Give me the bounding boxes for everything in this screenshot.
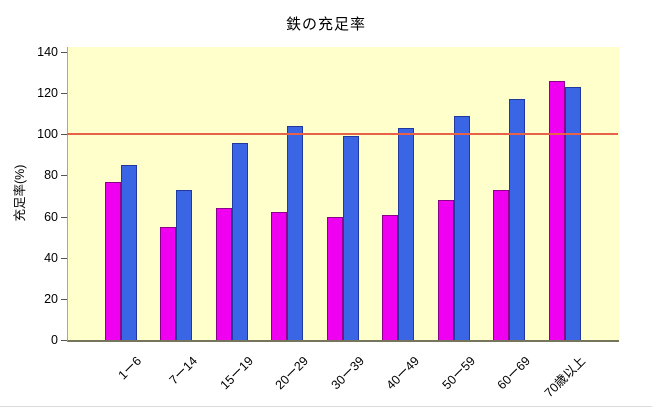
bar-series-2-0 (120, 165, 137, 340)
bar-series-1-6 (437, 200, 454, 340)
y-tick-label-120: 120 (37, 86, 58, 101)
y-tick-label-20: 20 (44, 291, 58, 306)
y-tick-mark-120 (61, 93, 67, 95)
bar-series-1-4 (326, 216, 343, 340)
bar-series-2-4 (342, 136, 359, 340)
y-axis-title: 充足率(%) (13, 164, 27, 222)
x-tick-label-2: 15ー19 (217, 353, 256, 393)
x-tick-label-3: 20ー29 (272, 353, 312, 393)
bar-series-2-8 (564, 86, 581, 340)
bottom-divider (0, 406, 652, 407)
y-tick-mark-100 (61, 134, 67, 136)
x-tick-label-0: 1ー6 (115, 353, 145, 383)
y-tick-label-40: 40 (44, 250, 58, 265)
bar-series-2-5 (398, 128, 415, 340)
bar-series-1-3 (271, 212, 288, 340)
y-tick-label-60: 60 (44, 209, 58, 224)
x-tick-label-4: 30ー39 (328, 353, 367, 393)
bar-series-2-2 (231, 142, 248, 340)
bar-series-2-3 (287, 126, 304, 340)
y-tick-mark-80 (61, 175, 67, 177)
y-tick-mark-140 (61, 52, 67, 53)
y-tick-mark-60 (61, 216, 67, 218)
bar-series-1-2 (215, 208, 232, 340)
y-tick-mark-20 (61, 298, 67, 300)
x-tick-label-1: 7ー14 (166, 353, 201, 388)
bar-series-2-7 (509, 99, 526, 340)
bar-series-1-5 (382, 214, 399, 340)
x-tick-label-7: 60ー69 (494, 353, 534, 393)
bar-series-2-1 (176, 189, 193, 340)
bar-series-1-7 (493, 189, 510, 340)
y-tick-mark-40 (61, 257, 67, 259)
reference-line-100 (67, 133, 618, 136)
y-tick-label-80: 80 (44, 168, 58, 183)
bar-series-1-8 (548, 80, 565, 340)
bar-series-1-1 (160, 226, 177, 340)
x-tick-label-8: 70歳以上 (542, 353, 589, 401)
y-tick-label-100: 100 (37, 127, 58, 142)
y-tick-label-0: 0 (51, 333, 58, 347)
bar-series-1-0 (104, 181, 121, 340)
x-tick-label-6: 50ー59 (439, 353, 478, 393)
y-tick-mark-0 (61, 340, 67, 341)
bar-series-2-6 (453, 115, 470, 340)
y-tick-label-140: 140 (37, 45, 58, 59)
chart-title: 鉄の充足率 (285, 16, 366, 33)
x-tick-label-5: 40ー49 (383, 353, 423, 393)
